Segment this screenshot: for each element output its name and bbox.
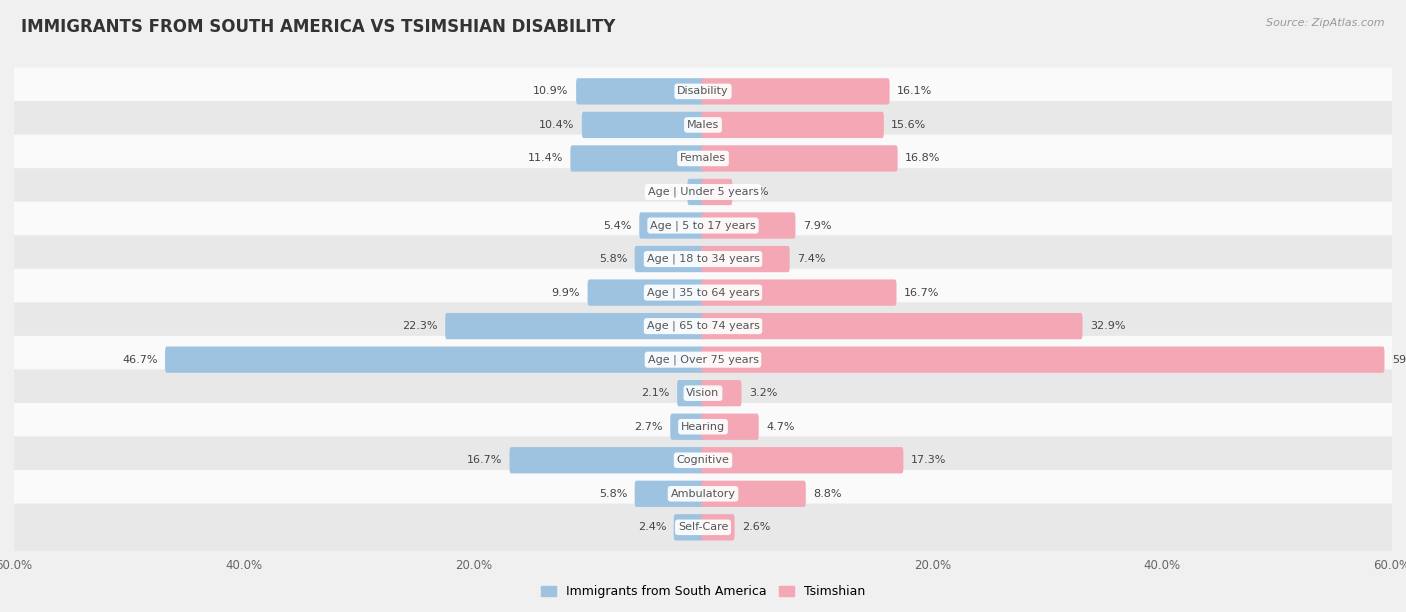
Legend: Immigrants from South America, Tsimshian: Immigrants from South America, Tsimshian — [536, 580, 870, 603]
FancyBboxPatch shape — [571, 145, 704, 171]
Text: 59.2%: 59.2% — [1392, 355, 1406, 365]
FancyBboxPatch shape — [11, 336, 1395, 384]
Text: Self-Care: Self-Care — [678, 522, 728, 532]
Text: 22.3%: 22.3% — [402, 321, 437, 331]
FancyBboxPatch shape — [702, 246, 790, 272]
Text: 16.8%: 16.8% — [905, 154, 941, 163]
FancyBboxPatch shape — [582, 112, 704, 138]
FancyBboxPatch shape — [588, 280, 704, 306]
Text: 7.9%: 7.9% — [803, 220, 831, 231]
Text: Age | Over 75 years: Age | Over 75 years — [648, 354, 758, 365]
FancyBboxPatch shape — [678, 380, 704, 406]
FancyBboxPatch shape — [11, 168, 1395, 216]
FancyBboxPatch shape — [702, 179, 733, 205]
Text: 3.2%: 3.2% — [749, 388, 778, 398]
Text: 1.2%: 1.2% — [651, 187, 681, 197]
FancyBboxPatch shape — [11, 235, 1395, 283]
FancyBboxPatch shape — [702, 212, 796, 239]
Text: Ambulatory: Ambulatory — [671, 489, 735, 499]
FancyBboxPatch shape — [11, 101, 1395, 149]
Text: Vision: Vision — [686, 388, 720, 398]
FancyBboxPatch shape — [640, 212, 704, 239]
Text: Disability: Disability — [678, 86, 728, 96]
Text: 2.1%: 2.1% — [641, 388, 669, 398]
FancyBboxPatch shape — [702, 78, 890, 105]
Text: 17.3%: 17.3% — [911, 455, 946, 465]
Text: 2.6%: 2.6% — [742, 522, 770, 532]
FancyBboxPatch shape — [702, 346, 1385, 373]
Text: 7.4%: 7.4% — [797, 254, 825, 264]
Text: Age | 35 to 64 years: Age | 35 to 64 years — [647, 288, 759, 298]
FancyBboxPatch shape — [688, 179, 704, 205]
Text: Age | 5 to 17 years: Age | 5 to 17 years — [650, 220, 756, 231]
FancyBboxPatch shape — [702, 112, 884, 138]
FancyBboxPatch shape — [702, 414, 759, 440]
Text: 10.4%: 10.4% — [538, 120, 575, 130]
Text: 15.6%: 15.6% — [891, 120, 927, 130]
Text: 46.7%: 46.7% — [122, 355, 157, 365]
FancyBboxPatch shape — [634, 480, 704, 507]
Text: 32.9%: 32.9% — [1090, 321, 1125, 331]
Text: Males: Males — [688, 120, 718, 130]
Text: Source: ZipAtlas.com: Source: ZipAtlas.com — [1267, 18, 1385, 28]
Text: 10.9%: 10.9% — [533, 86, 568, 96]
Text: 2.4%: 2.4% — [638, 522, 666, 532]
FancyBboxPatch shape — [11, 202, 1395, 249]
FancyBboxPatch shape — [509, 447, 704, 474]
Text: 16.7%: 16.7% — [467, 455, 502, 465]
FancyBboxPatch shape — [11, 302, 1395, 350]
Text: 2.7%: 2.7% — [634, 422, 662, 431]
Text: Hearing: Hearing — [681, 422, 725, 431]
FancyBboxPatch shape — [11, 504, 1395, 551]
Text: Age | Under 5 years: Age | Under 5 years — [648, 187, 758, 197]
FancyBboxPatch shape — [576, 78, 704, 105]
Text: Cognitive: Cognitive — [676, 455, 730, 465]
Text: 11.4%: 11.4% — [527, 154, 562, 163]
Text: IMMIGRANTS FROM SOUTH AMERICA VS TSIMSHIAN DISABILITY: IMMIGRANTS FROM SOUTH AMERICA VS TSIMSHI… — [21, 18, 616, 36]
FancyBboxPatch shape — [446, 313, 704, 339]
FancyBboxPatch shape — [702, 380, 741, 406]
FancyBboxPatch shape — [702, 313, 1083, 339]
FancyBboxPatch shape — [11, 470, 1395, 518]
FancyBboxPatch shape — [11, 269, 1395, 316]
FancyBboxPatch shape — [702, 447, 904, 474]
FancyBboxPatch shape — [702, 514, 734, 540]
Text: 16.7%: 16.7% — [904, 288, 939, 297]
Text: 8.8%: 8.8% — [813, 489, 842, 499]
Text: 5.8%: 5.8% — [599, 254, 627, 264]
FancyBboxPatch shape — [165, 346, 704, 373]
Text: Females: Females — [681, 154, 725, 163]
FancyBboxPatch shape — [11, 67, 1395, 115]
FancyBboxPatch shape — [702, 280, 897, 306]
FancyBboxPatch shape — [11, 403, 1395, 450]
FancyBboxPatch shape — [11, 135, 1395, 182]
Text: Age | 65 to 74 years: Age | 65 to 74 years — [647, 321, 759, 331]
Text: Age | 18 to 34 years: Age | 18 to 34 years — [647, 254, 759, 264]
Text: 16.1%: 16.1% — [897, 86, 932, 96]
FancyBboxPatch shape — [11, 436, 1395, 484]
FancyBboxPatch shape — [11, 370, 1395, 417]
Text: 5.4%: 5.4% — [603, 220, 631, 231]
Text: 9.9%: 9.9% — [551, 288, 581, 297]
Text: 2.4%: 2.4% — [740, 187, 768, 197]
FancyBboxPatch shape — [702, 480, 806, 507]
FancyBboxPatch shape — [634, 246, 704, 272]
FancyBboxPatch shape — [671, 414, 704, 440]
FancyBboxPatch shape — [673, 514, 704, 540]
Text: 4.7%: 4.7% — [766, 422, 794, 431]
Text: 5.8%: 5.8% — [599, 489, 627, 499]
FancyBboxPatch shape — [702, 145, 897, 171]
